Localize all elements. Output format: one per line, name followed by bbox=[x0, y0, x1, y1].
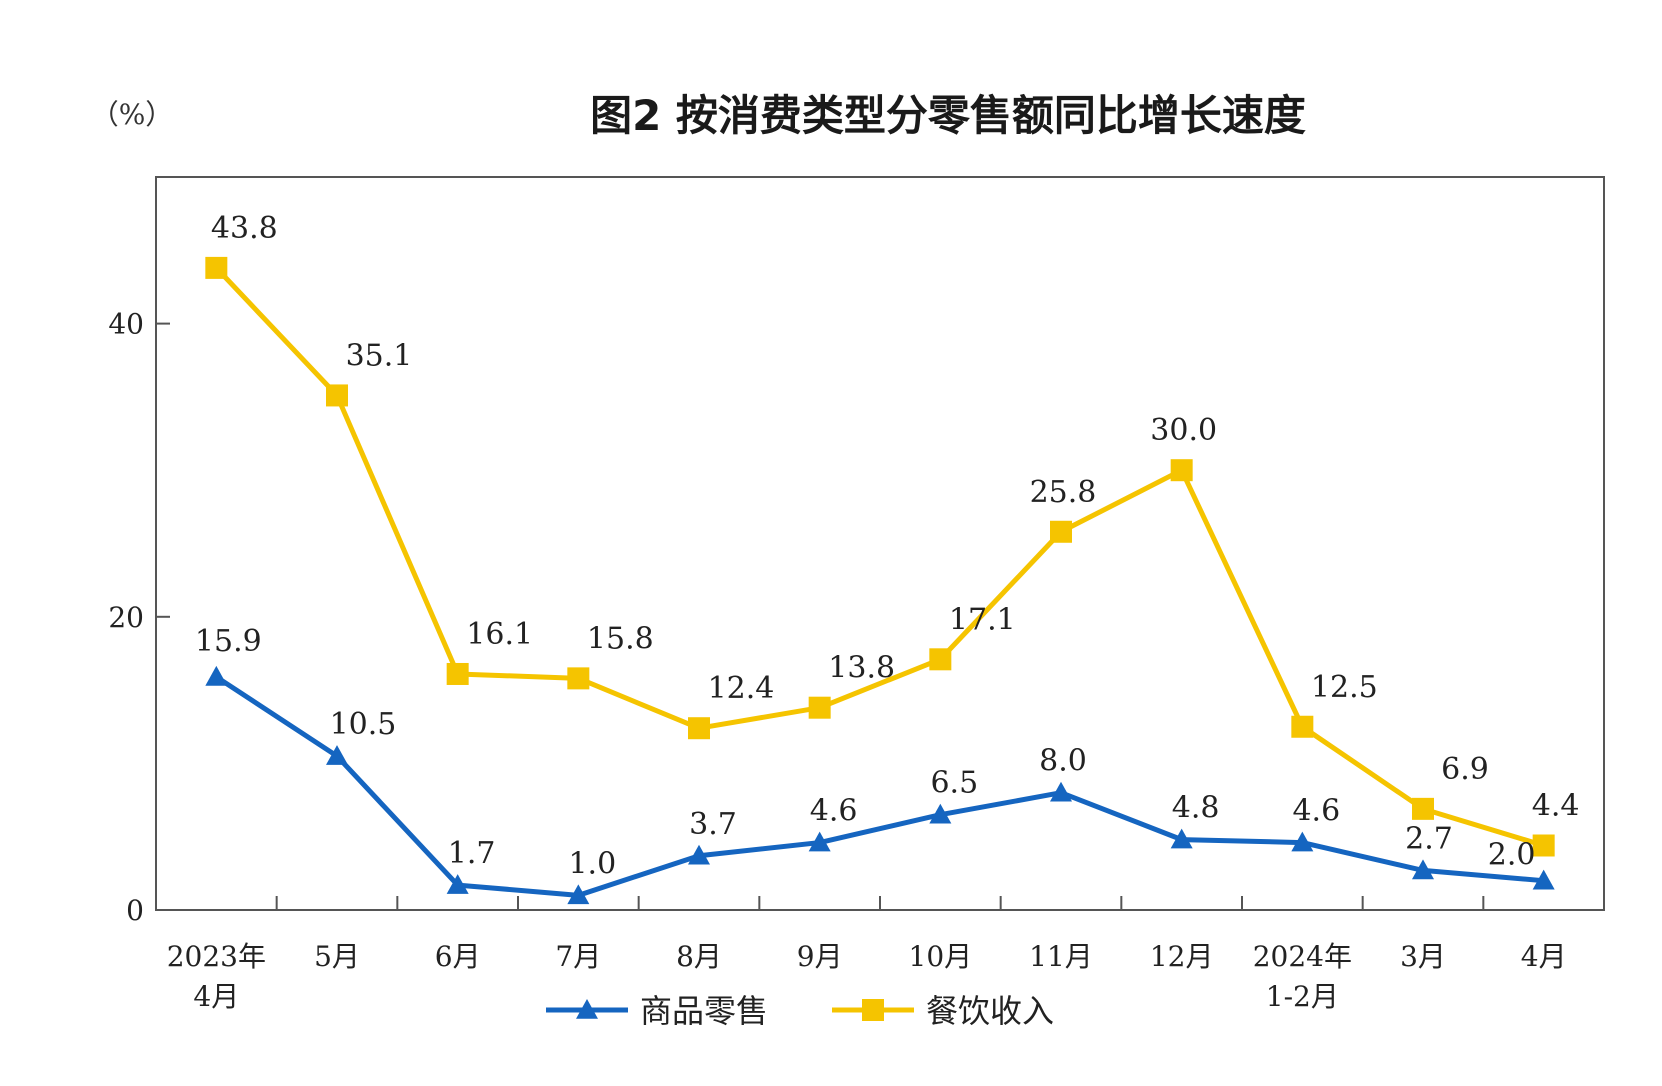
markers bbox=[205, 256, 1555, 905]
data-label: 43.8 bbox=[211, 211, 278, 246]
series-line-1 bbox=[214, 674, 1544, 898]
data-point bbox=[1532, 869, 1555, 890]
x-category-label: 5月 bbox=[314, 940, 360, 973]
data-point bbox=[1532, 834, 1555, 857]
series-lines bbox=[214, 266, 1545, 898]
x-category-label: 3月 bbox=[1400, 940, 1446, 973]
data-point bbox=[688, 844, 710, 865]
x-category-label: 2024年 1-2月 bbox=[1253, 940, 1352, 1013]
data-point bbox=[1412, 797, 1434, 820]
data-label: 1.0 bbox=[568, 846, 616, 881]
legend-marker-1 bbox=[576, 999, 598, 1019]
data-point bbox=[929, 648, 952, 671]
data-label: 4.6 bbox=[1292, 794, 1340, 829]
data-label: 1.7 bbox=[448, 836, 496, 871]
x-category-label: 9月 bbox=[797, 940, 843, 973]
legend-label-2: 餐饮收入 bbox=[926, 992, 1054, 1030]
x-category-label: 12月 bbox=[1150, 940, 1214, 973]
x-category-label: 7月 bbox=[555, 940, 601, 973]
data-point bbox=[205, 256, 228, 279]
data-point bbox=[808, 831, 831, 852]
data-point bbox=[1050, 781, 1072, 802]
legend: 商品零售 餐饮收入 bbox=[546, 992, 1054, 1030]
x-category-label: 11月 bbox=[1029, 940, 1093, 973]
data-label: 2.0 bbox=[1488, 838, 1536, 873]
plot-area bbox=[155, 176, 1605, 911]
y-unit-label: （%） bbox=[91, 98, 174, 131]
y-tick-label: 0 bbox=[126, 894, 144, 927]
chart-title: 图2 按消费类型分零售额同比增长速度 bbox=[590, 91, 1306, 140]
y-tick-label: 20 bbox=[108, 601, 144, 634]
data-label: 8.0 bbox=[1039, 744, 1087, 779]
data-label: 12.4 bbox=[708, 671, 775, 706]
data-label: 2.7 bbox=[1405, 821, 1453, 856]
data-point bbox=[326, 384, 348, 407]
data-label: 6.5 bbox=[930, 766, 978, 801]
data-label: 35.1 bbox=[346, 338, 413, 373]
data-point bbox=[567, 884, 590, 905]
data-label: 4.4 bbox=[1532, 788, 1580, 823]
data-point bbox=[205, 665, 228, 686]
x-category-label: 2023年 4月 bbox=[167, 940, 266, 1013]
x-category-label: 4月 bbox=[1521, 940, 1567, 973]
axes: 0 20 40 2023年 4月 5月 6月 7月 8月 9月 10月 11月 12月 2024年 1-2月… bbox=[108, 308, 1566, 1013]
data-point bbox=[1050, 520, 1072, 543]
data-labels: 15.9 10.5 1.7 1.0 3.7 4.6 6.5 8.0 4.8 4.6 2.7 2.0 43… bbox=[195, 211, 1580, 881]
data-point bbox=[1170, 459, 1193, 482]
data-label: 6.9 bbox=[1441, 752, 1489, 787]
data-point bbox=[446, 662, 469, 685]
x-category-label: 10月 bbox=[909, 940, 973, 973]
data-label: 15.8 bbox=[587, 621, 654, 656]
data-point bbox=[446, 874, 469, 894]
y-tick-label: 40 bbox=[108, 308, 144, 341]
data-point bbox=[1291, 831, 1314, 852]
data-label: 4.6 bbox=[810, 794, 858, 829]
data-point bbox=[1170, 828, 1193, 849]
data-label: 17.1 bbox=[949, 602, 1016, 637]
data-point bbox=[929, 803, 952, 824]
data-label: 15.9 bbox=[195, 624, 262, 659]
legend-label-1: 商品零售 bbox=[640, 992, 768, 1030]
data-label: 13.8 bbox=[828, 651, 895, 686]
data-point bbox=[567, 667, 590, 690]
data-label: 4.8 bbox=[1172, 791, 1220, 826]
legend-marker-2 bbox=[862, 999, 884, 1021]
data-label: 12.5 bbox=[1311, 670, 1378, 705]
data-point bbox=[1291, 715, 1314, 738]
data-point bbox=[1412, 859, 1434, 880]
series-line-2 bbox=[214, 266, 1545, 848]
data-label: 3.7 bbox=[689, 807, 737, 842]
data-label: 16.1 bbox=[466, 617, 533, 652]
data-point bbox=[326, 745, 348, 765]
data-label: 30.0 bbox=[1150, 413, 1217, 448]
data-point bbox=[688, 717, 710, 740]
data-label: 10.5 bbox=[330, 707, 397, 742]
data-label: 25.8 bbox=[1030, 475, 1097, 510]
x-category-label: 8月 bbox=[676, 940, 722, 973]
x-category-label: 6月 bbox=[435, 940, 481, 973]
data-point bbox=[808, 696, 831, 719]
